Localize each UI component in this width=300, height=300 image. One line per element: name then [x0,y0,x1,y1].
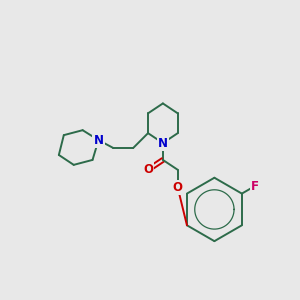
Text: N: N [158,136,168,150]
Text: F: F [251,180,259,193]
Text: N: N [94,134,103,147]
Text: O: O [143,163,153,176]
Text: O: O [173,181,183,194]
